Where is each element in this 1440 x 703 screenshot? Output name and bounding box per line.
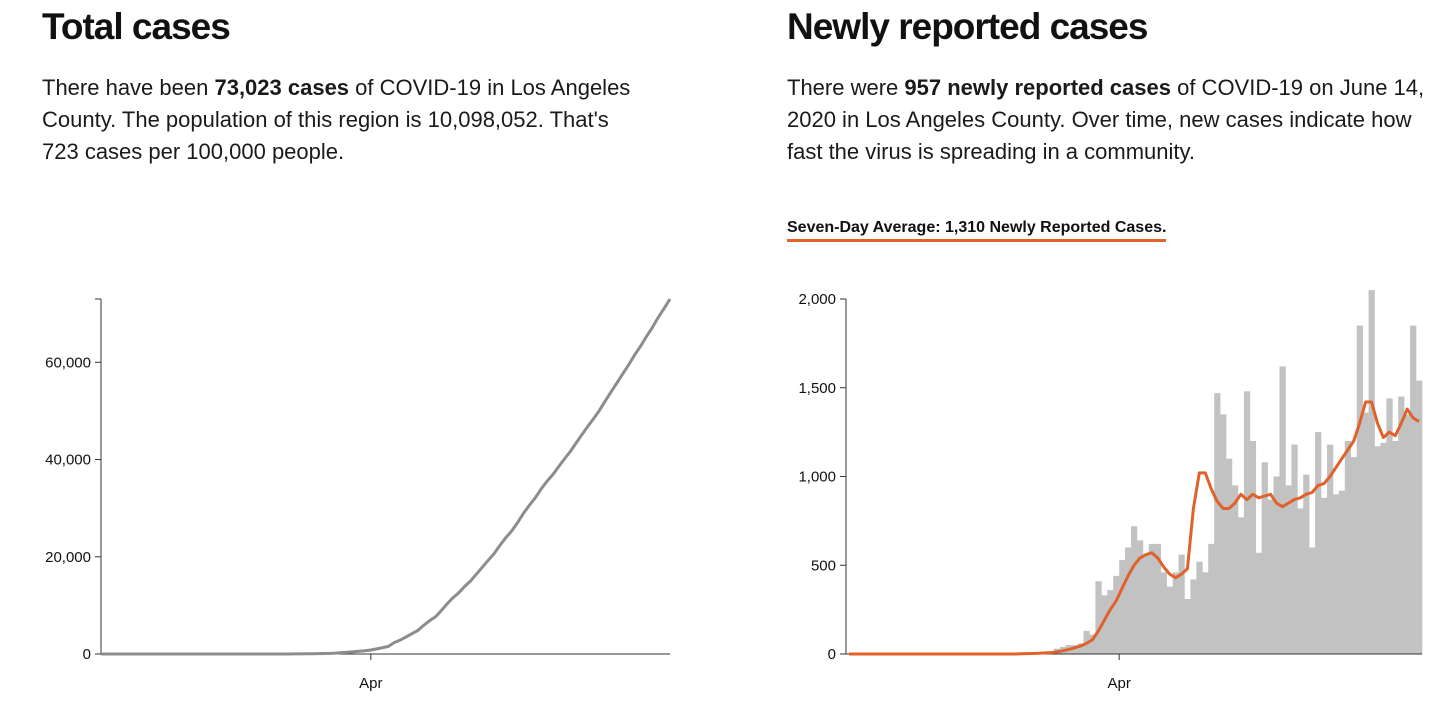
- seven-day-average-line: [849, 400, 1420, 656]
- new-cases-bar: [1089, 634, 1096, 654]
- new-cases-bar: [1416, 380, 1423, 654]
- new-cases-bar: [1237, 517, 1245, 654]
- new-cases-bar: [1285, 485, 1292, 654]
- new-cases-bar: [1338, 490, 1346, 654]
- total-y-tick-label: 40,000: [45, 452, 91, 469]
- new-y-tick-label: 1,500: [798, 380, 836, 397]
- total-cases-count: 73,023 cases: [214, 75, 350, 100]
- new-cases-bar: [1279, 366, 1286, 654]
- total-cases-title: Total cases: [42, 6, 231, 47]
- new-cases-bar: [1184, 599, 1191, 654]
- new-cases-bar: [1154, 543, 1162, 654]
- new-cases-bar: [1166, 586, 1173, 654]
- new-cases-bar: [1315, 432, 1322, 654]
- new-cases-bar: [1243, 391, 1251, 654]
- new-cases-bar: [1309, 547, 1316, 654]
- new-cases-bar: [1208, 543, 1215, 654]
- new-cases-bar: [1344, 441, 1352, 654]
- total-cases-chart: 0 20,000 40,000 60,000 Apr: [45, 298, 672, 692]
- new-cases-bar: [1261, 462, 1268, 654]
- total-cases-line: [101, 298, 672, 656]
- new-cases-bar: [1362, 412, 1369, 654]
- new-cases-count: 957 newly reported cases: [904, 75, 1171, 100]
- new-cases-bar: [1160, 572, 1167, 654]
- new-cases-bar: [1077, 643, 1084, 654]
- new-y-tick-label: 2,000: [798, 291, 836, 308]
- new-cases-bar: [1356, 325, 1363, 654]
- total-y-tick-label: 0: [83, 646, 91, 663]
- new-cases-bar: [1137, 540, 1144, 654]
- new-cases-bar: [1101, 595, 1108, 654]
- new-cases-bar: [1291, 444, 1298, 654]
- new-cases-bar: [1172, 572, 1179, 654]
- new-y-tick-label: 0: [828, 646, 836, 663]
- new-y-tick-label: 1,000: [798, 469, 836, 486]
- new-cases-bar: [1107, 590, 1114, 654]
- new-cases-bar: [1368, 290, 1375, 654]
- new-cases-bar: [1297, 508, 1304, 654]
- new-cases-bar: [1398, 396, 1405, 654]
- new-cases-bar: [1113, 575, 1120, 654]
- new-cases-bar: [1404, 414, 1411, 654]
- total-cases-desc-prefix: There have been: [42, 75, 215, 100]
- new-cases-desc-suffix: of COVID-19 on June 14, 2020 in Los Ange…: [787, 75, 1425, 164]
- new-cases-bar: [1071, 645, 1078, 654]
- new-cases-bar: [1232, 485, 1239, 654]
- new-cases-bar: [1350, 457, 1357, 654]
- new-cases-bar: [1380, 442, 1387, 654]
- new-cases-bar: [1249, 441, 1257, 654]
- new-cases-bar: [1332, 494, 1340, 655]
- new-cases-bar: [1273, 476, 1280, 654]
- new-cases-bar: [1226, 458, 1233, 654]
- new-cases-bar: [1374, 446, 1381, 654]
- new-cases-bar: [1410, 325, 1417, 654]
- new-cases-bar: [1321, 497, 1328, 654]
- new-cases-bar: [1327, 444, 1334, 654]
- new-cases-bar: [1095, 581, 1102, 654]
- new-cases-bar: [1392, 441, 1399, 654]
- new-cases-bar: [1196, 561, 1203, 654]
- new-cases-bar: [1267, 499, 1274, 654]
- new-cases-bar: [1190, 579, 1197, 654]
- new-cases-bar: [1202, 572, 1209, 654]
- new-cases-chart: 0 500 1,000 1,500 2,000 Apr: [798, 290, 1423, 692]
- total-cases-desc-suffix: of COVID-19 in Los Angeles County. The p…: [42, 75, 631, 164]
- new-cases-bar: [1214, 393, 1221, 654]
- new-cases-bar: [1220, 414, 1227, 654]
- new-x-tick-label: Apr: [1107, 675, 1130, 692]
- new-cases-bar: [1178, 554, 1185, 654]
- new-cases-bar: [1386, 398, 1393, 654]
- seven-day-average-label: Seven-Day Average: 1,310 Newly Reported …: [787, 219, 1167, 242]
- new-cases-bar: [1131, 526, 1138, 654]
- new-cases-bar: [1125, 547, 1132, 654]
- new-cases-bar: [1255, 552, 1262, 654]
- new-cases-bar: [1142, 554, 1150, 654]
- new-cases-title: Newly reported cases: [787, 6, 1148, 47]
- new-cases-desc-prefix: There were: [787, 75, 905, 100]
- new-cases-bar: [1119, 559, 1126, 654]
- total-y-tick-label: 60,000: [45, 354, 91, 371]
- total-x-tick-label: Apr: [359, 675, 382, 692]
- total-cases-description: There have been 73,023 cases of COVID-19…: [42, 72, 632, 168]
- new-y-tick-label: 500: [811, 557, 836, 574]
- total-y-tick-label: 20,000: [45, 549, 91, 566]
- new-cases-description: There were 957 newly reported cases of C…: [787, 72, 1427, 168]
- new-cases-bar: [1148, 543, 1156, 654]
- new-cases-bar: [1303, 474, 1310, 654]
